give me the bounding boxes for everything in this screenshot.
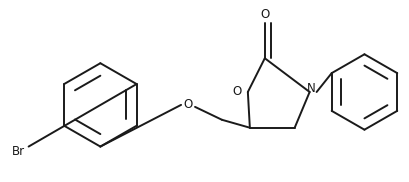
Text: O: O <box>260 8 269 21</box>
Text: O: O <box>183 98 192 111</box>
Text: O: O <box>232 86 241 98</box>
Text: N: N <box>306 82 315 94</box>
Text: Br: Br <box>12 145 25 158</box>
